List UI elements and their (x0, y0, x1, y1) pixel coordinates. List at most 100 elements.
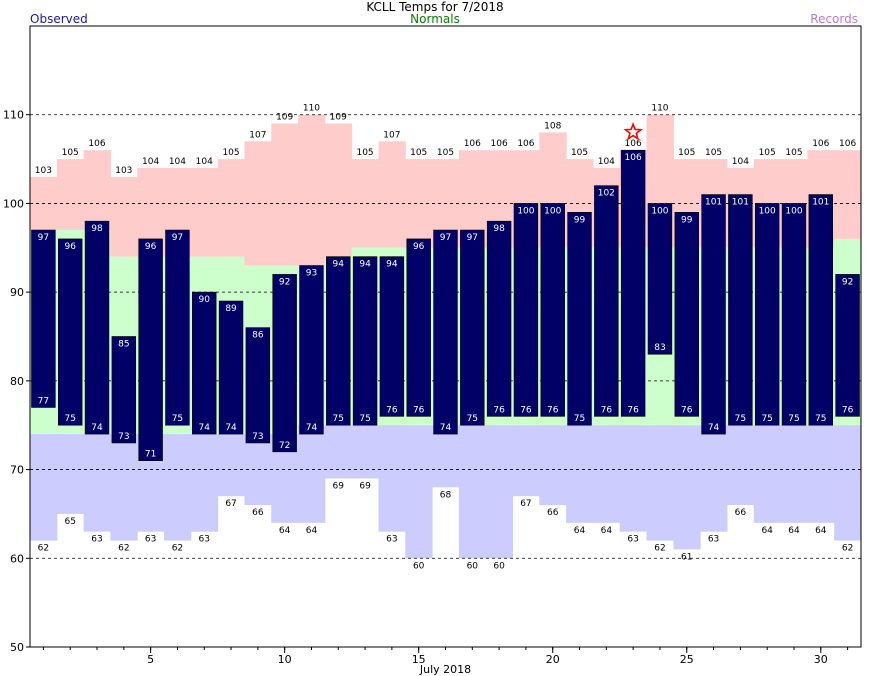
observed-high-label: 106 (625, 153, 642, 163)
y-tick-label: 80 (10, 375, 24, 388)
observed-high-label: 100 (759, 206, 776, 216)
record-high-label: 110 (303, 104, 320, 114)
record-low-band (405, 425, 433, 559)
record-high-band (217, 159, 245, 257)
observed-bar (165, 229, 190, 426)
record-low-band (298, 425, 326, 523)
observed-low-label: 75 (333, 414, 344, 424)
observed-bar (218, 300, 244, 435)
record-low-label: 62 (654, 544, 665, 554)
record-high-band (83, 150, 111, 231)
record-low-band (458, 425, 487, 559)
record-low-label: 64 (574, 526, 586, 536)
observed-bar (111, 336, 137, 444)
record-low-band (807, 425, 835, 523)
observed-bar (272, 274, 297, 453)
record-low-label: 63 (145, 535, 156, 545)
observed-low-label: 75 (467, 414, 478, 424)
record-low-label: 60 (413, 561, 425, 571)
record-high-label: 106 (812, 139, 829, 149)
record-low-band (110, 434, 138, 541)
observed-bar (754, 203, 780, 426)
record-high-label: 104 (598, 157, 615, 167)
observed-high-label: 94 (333, 260, 345, 270)
observed-high-label: 86 (252, 331, 264, 341)
observed-low-label: 75 (815, 414, 826, 424)
observed-bar (674, 212, 699, 417)
y-tick-label: 100 (3, 197, 24, 210)
record-high-label: 105 (571, 148, 588, 158)
observed-high-label: 96 (145, 242, 157, 252)
observed-low-label: 76 (520, 405, 532, 415)
observed-low-label: 76 (681, 405, 693, 415)
record-low-label: 63 (91, 535, 102, 545)
record-low-band (378, 425, 406, 532)
observed-low-label: 76 (547, 405, 559, 415)
record-low-label: 61 (681, 552, 692, 562)
record-low-band (30, 434, 58, 541)
record-high-label: 105 (678, 148, 695, 158)
observed-low-label: 83 (654, 343, 665, 353)
record-high-label: 105 (62, 148, 79, 158)
record-low-band (619, 425, 648, 532)
observed-low-label: 76 (386, 405, 398, 415)
record-high-label: 105 (356, 148, 373, 158)
record-low-label: 62 (842, 544, 853, 554)
observed-high-label: 100 (517, 206, 534, 216)
observed-low-label: 76 (627, 405, 639, 415)
record-high-label: 107 (383, 130, 400, 140)
observed-high-label: 96 (413, 242, 425, 252)
record-low-label: 62 (172, 544, 183, 554)
record-high-label: 106 (517, 139, 534, 149)
observed-high-label: 101 (732, 198, 749, 208)
observed-high-label: 92 (279, 277, 290, 287)
record-low-label: 69 (333, 481, 345, 491)
record-high-label: 106 (491, 139, 508, 149)
record-high-label: 105 (410, 148, 427, 158)
normals-legend-label: Normals (410, 12, 460, 26)
record-high-label: 104 (732, 157, 749, 167)
observed-high-label: 89 (225, 304, 237, 314)
observed-low-label: 76 (413, 405, 425, 415)
observed-high-label: 92 (842, 277, 853, 287)
record-low-band (83, 434, 111, 532)
record-low-band (485, 425, 514, 559)
record-high-label: 109 (276, 113, 293, 123)
observed-bar (808, 194, 833, 426)
record-low-label: 66 (735, 508, 747, 518)
x-tick-label: 20 (546, 653, 560, 666)
record-high-label: 103 (35, 166, 52, 176)
observed-high-label: 96 (64, 242, 76, 252)
observed-bar (513, 203, 539, 417)
observed-high-label: 100 (785, 206, 802, 216)
record-high-band (190, 167, 219, 257)
observed-low-label: 73 (118, 432, 129, 442)
observed-bar (835, 274, 860, 417)
observed-high-label: 97 (172, 233, 183, 243)
record-low-band (217, 434, 245, 497)
observed-low-label: 76 (842, 405, 854, 415)
record-low-label: 60 (467, 561, 479, 571)
record-high-label: 109 (330, 113, 347, 123)
record-low-label: 67 (520, 499, 531, 509)
observed-high-label: 94 (359, 260, 371, 270)
record-high-band (324, 123, 353, 257)
observed-high-label: 90 (199, 295, 211, 305)
observed-high-label: 98 (91, 224, 103, 234)
record-high-label: 103 (115, 166, 132, 176)
observed-low-label: 71 (145, 450, 156, 460)
record-high-label: 105 (222, 148, 239, 158)
observed-high-label: 102 (598, 189, 615, 199)
record-low-label: 63 (708, 535, 719, 545)
x-tick-label: 30 (814, 653, 828, 666)
observed-bar (299, 265, 324, 435)
record-high-label: 105 (705, 148, 722, 158)
record-high-band (378, 141, 406, 248)
record-low-label: 62 (118, 544, 129, 554)
record-low-label: 67 (225, 499, 236, 509)
y-tick-label: 110 (3, 109, 24, 122)
observed-high-label: 97 (440, 233, 451, 243)
record-low-band (673, 425, 701, 550)
record-low-band (432, 425, 460, 488)
record-high-band (298, 114, 326, 266)
